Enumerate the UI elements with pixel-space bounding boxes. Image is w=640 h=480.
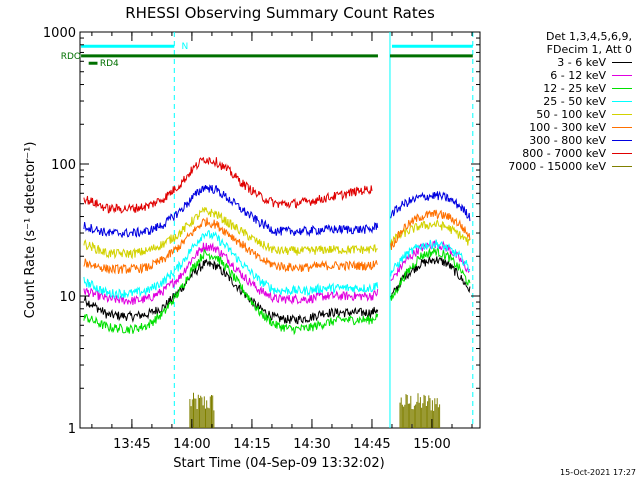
legend-header-line: FDecim 1, Att 0 bbox=[546, 43, 632, 56]
legend-swatch bbox=[612, 153, 632, 154]
legend-label: 3 - 6 keV bbox=[557, 56, 606, 69]
spike-band-1 bbox=[189, 392, 215, 428]
legend-swatch bbox=[612, 166, 632, 167]
series-800-7000-kev-line bbox=[83, 156, 373, 214]
series-300-800-kev-line bbox=[83, 184, 471, 238]
x-tick-label: 14:00 bbox=[173, 437, 210, 452]
series-100-300-kev-line bbox=[83, 209, 471, 275]
x-tick-label: 13:45 bbox=[113, 437, 150, 452]
legend-label: 300 - 800 keV bbox=[529, 134, 606, 147]
flag-label-n: N bbox=[182, 42, 189, 52]
y-tick-label: 1000 bbox=[43, 26, 76, 41]
legend-swatch bbox=[612, 101, 632, 102]
legend-swatch bbox=[612, 140, 632, 141]
tick-layer: 1 10 100 1000 13:45 14:00 14:15 14:30 14:45 15:00 bbox=[43, 26, 480, 452]
legend-label: 12 - 25 keV bbox=[543, 82, 606, 95]
legend-swatch bbox=[612, 62, 632, 63]
spike-band-2 bbox=[399, 393, 441, 428]
y-tick-label: 10 bbox=[59, 290, 76, 305]
legend-label: 100 - 300 keV bbox=[529, 121, 606, 134]
legend-entry: 800 - 7000 keV bbox=[472, 147, 632, 160]
x-axis-label: Start Time (04-Sep-09 13:32:02) bbox=[173, 456, 384, 471]
timestamp: 15-Oct-2021 17:27 bbox=[560, 468, 636, 477]
flag-label-rdo: RDO bbox=[61, 52, 81, 62]
flag-layer: N RDO RD4 bbox=[61, 42, 473, 69]
series-25-50-kev-line bbox=[83, 230, 471, 300]
legend-entry: 6 - 12 keV bbox=[472, 69, 632, 82]
x-tick-label: 14:30 bbox=[293, 437, 330, 452]
legend-label: 800 - 7000 keV bbox=[522, 147, 606, 160]
y-tick-label: 1 bbox=[68, 422, 76, 437]
legend-entry: 50 - 100 keV bbox=[472, 108, 632, 121]
legend-label: 7000 - 15000 keV bbox=[508, 160, 606, 173]
legend-swatch bbox=[612, 114, 632, 115]
y-tick-label: 100 bbox=[51, 158, 76, 173]
legend-entry: 12 - 25 keV bbox=[472, 82, 632, 95]
legend-entry: 25 - 50 keV bbox=[472, 95, 632, 108]
legend-entry: 7000 - 15000 keV bbox=[472, 160, 632, 173]
legend-header-line: Det 1,3,4,5,6,9, bbox=[545, 30, 632, 43]
plot-frame bbox=[79, 31, 481, 429]
legend-entry: 3 - 6 keV bbox=[472, 56, 632, 69]
legend-swatch bbox=[612, 88, 632, 89]
legend-label: 6 - 12 keV bbox=[550, 69, 606, 82]
flag-label-rd4: RD4 bbox=[100, 59, 119, 69]
legend-swatch bbox=[612, 127, 632, 128]
x-tick-label: 14:15 bbox=[233, 437, 270, 452]
legend-label: 50 - 100 keV bbox=[536, 108, 606, 121]
legend-swatch bbox=[612, 75, 632, 76]
legend-entry: 300 - 800 keV bbox=[472, 134, 632, 147]
y-axis-label: Count Rate (s⁻¹ detector⁻¹) bbox=[23, 142, 38, 319]
x-tick-label: 14:45 bbox=[353, 437, 390, 452]
legend-label: 25 - 50 keV bbox=[543, 95, 606, 108]
chart-title: RHESSI Observing Summary Count Rates bbox=[125, 4, 435, 22]
series-12-25-kev-line bbox=[83, 247, 471, 336]
legend-entry: 100 - 300 keV bbox=[472, 121, 632, 134]
x-tick-label: 15:00 bbox=[413, 437, 450, 452]
data-layer bbox=[83, 32, 474, 428]
